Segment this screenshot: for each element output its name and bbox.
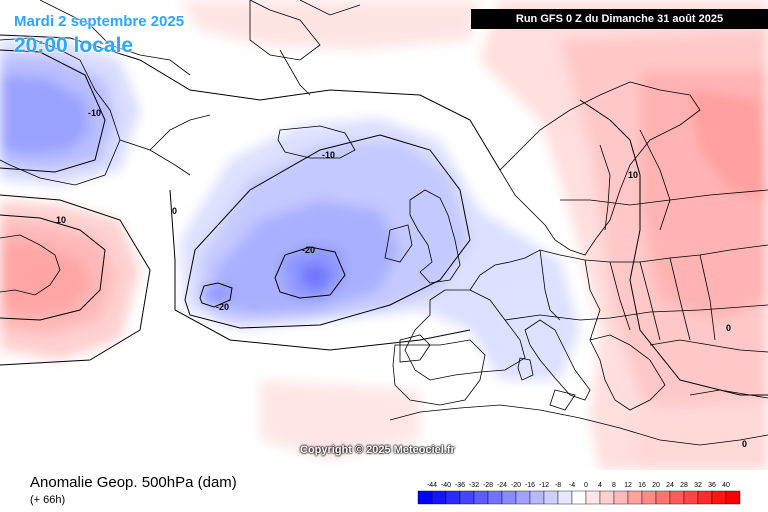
legend-swatch [627,490,643,505]
contour-label: 10 [56,215,66,225]
legend-swatch [585,490,601,505]
contour-labels: -10 -10 -20 -20 10 10 0 0 0 [56,108,747,449]
legend-ticks: -44 -40 -36 -32 -28 -24 -20 -16 -12 -8 -4 0 4 8 12 16 20… [427,482,730,489]
contour-label: -10 [88,108,101,118]
legend-swatch [501,490,517,505]
legend-swatch [711,490,727,505]
legend-tick-label: -40 [441,482,451,489]
legend-swatch [655,490,671,505]
contour-label: -20 [302,245,315,255]
legend-swatch [613,490,629,505]
contour-minus20-main [274,246,346,299]
contour-plus10-europe [579,99,768,396]
legend-swatch [473,490,489,505]
legend-swatch [445,490,461,505]
legend-tick-label: -12 [539,482,549,489]
legend-tick-label: 0 [584,482,588,489]
contour-label: -20 [216,302,229,312]
contour-minus10-greenland [0,49,106,173]
legend-tick-label: -36 [455,482,465,489]
contour-minus10-atlantic [184,134,471,329]
legend-tick-label: 24 [666,482,674,489]
contour-lines [0,34,768,396]
forecast-date: Mardi 2 septembre 2025 [14,13,185,30]
legend-swatch [571,490,587,505]
contour-label: 0 [742,439,747,449]
legend-tick-label: -32 [469,482,479,489]
legend-swatch [725,490,741,505]
legend-swatch [459,490,475,505]
legend-tick-label: -20 [511,482,521,489]
forecast-time: 20:00 locale [14,34,134,57]
contour-label: 10 [628,170,638,180]
contour-minus20-small [199,282,233,308]
negative-anomaly-fields [0,40,580,380]
legend-tick-label: -16 [525,482,535,489]
legend-swatches [417,490,741,505]
legend-tick-label: -24 [497,482,507,489]
forecast-lead: (+ 66h) [30,494,66,506]
legend-swatch [487,490,503,505]
legend-swatch [515,490,531,505]
map-title: Anomalie Geop. 500hPa (dam) [30,474,237,491]
legend-swatch [431,490,447,505]
legend-swatch [417,490,433,505]
legend-tick-label: -8 [555,482,561,489]
legend-swatch [683,490,699,505]
legend-tick-label: 8 [612,482,616,489]
legend-tick-label: 16 [638,482,646,489]
copyright: Copyright © 2025 Meteociel.fr [300,444,455,456]
contour-label: 0 [172,206,177,216]
contour-zero-west [0,194,151,366]
legend-swatch [697,490,713,505]
legend-tick-label: 20 [652,482,660,489]
run-info: Run GFS 0 Z du Dimanche 31 août 2025 [471,9,768,29]
legend-swatch [599,490,615,505]
contour-label: 0 [726,323,731,333]
legend-tick-label: 36 [708,482,716,489]
legend-tick-label: 40 [722,482,730,489]
contour-plus10-west [0,214,106,321]
legend-tick-label: -44 [427,482,437,489]
contour-zero-atlantic [169,189,471,351]
legend-tick-label: -28 [483,482,493,489]
contour-zero-greenland [0,34,501,171]
contour-label: -10 [322,150,335,160]
positive-anomaly-fields [0,0,768,470]
legend-tick-label: -4 [569,482,575,489]
legend-tick-label: 12 [624,482,632,489]
legend-swatch [529,490,545,505]
legend-tick-label: 28 [680,482,688,489]
color-legend: -44 -40 -36 -32 -28 -24 -20 -16 -12 -8 -4 0 4 8 12 16 20… [417,482,741,505]
legend-swatch [557,490,573,505]
coastlines [0,0,768,446]
legend-tick-label: 32 [694,482,702,489]
legend-swatch [543,490,559,505]
legend-tick-label: 4 [598,482,602,489]
legend-swatch [669,490,685,505]
legend-swatch [641,490,657,505]
anomaly-map: -10 -10 -20 -20 10 10 0 0 0 [0,0,768,470]
